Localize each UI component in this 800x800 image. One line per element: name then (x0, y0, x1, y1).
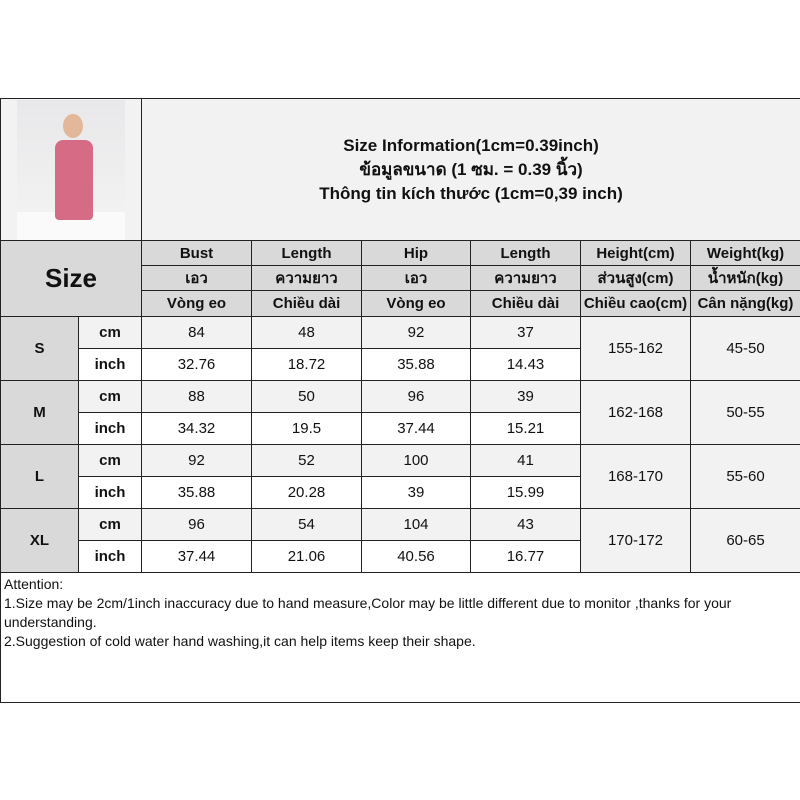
col-header: Hip (361, 240, 471, 266)
unit-label: inch (78, 540, 142, 573)
col-header: Cân nặng(kg) (689, 290, 800, 317)
col-header: ความยาว (470, 265, 581, 291)
size-header: Size (0, 240, 142, 317)
title-vi: Thông tin kích thước (1cm=0,39 inch) (319, 183, 623, 203)
attention-line: 1.Size may be 2cm/1inch inaccuracy due t… (4, 595, 732, 630)
measurement-cm: 52 (251, 444, 362, 477)
size-row-cm: XL cm 96 54 104 43 170-172 60-65 (0, 508, 800, 573)
measurement-cm: 48 (251, 316, 362, 349)
header-row-th: เอว ความยาว เอว ความยาว ส่วนสูง(cm) น้ำห… (1, 265, 800, 291)
measurement-inch: 40.56 (361, 540, 471, 573)
measurement-inch: 35.88 (141, 476, 252, 509)
col-header: Chiều cao(cm) (580, 290, 691, 317)
col-header: Bust (141, 240, 252, 266)
attention-line: 2.Suggestion of cold water hand washing,… (4, 633, 476, 649)
unit-label: inch (78, 476, 142, 509)
title-en: Size Information(1cm=0.39inch) (343, 135, 599, 155)
measurement-cm: 37 (470, 316, 581, 349)
col-header: Height(cm) (580, 240, 691, 266)
height-range: 168-170 (580, 444, 691, 509)
col-header: ส่วนสูง(cm) (580, 265, 691, 291)
col-header: Vòng eo (361, 290, 471, 317)
measurement-inch: 19.5 (251, 412, 362, 445)
unit-label: cm (78, 316, 142, 349)
measurement-cm: 104 (361, 508, 471, 541)
height-range: 155-162 (580, 316, 691, 381)
header-row-en: Size Bust Length Hip Length Height(cm) W… (0, 240, 800, 317)
col-header: น้ำหนัก(kg) (689, 265, 800, 291)
measurement-inch: 14.43 (470, 348, 581, 381)
col-header: Chiều dài (470, 290, 581, 317)
measurement-inch: 18.72 (251, 348, 362, 381)
measurement-inch: 37.44 (361, 412, 471, 445)
size-row-inch: inch 37.44 21.06 40.56 16.77 (1, 540, 800, 573)
height-range: 162-168 (580, 380, 691, 445)
weight-range: 55-60 (689, 444, 800, 509)
weight-range: 60-65 (689, 508, 800, 573)
size-row-inch: inch 32.76 18.72 35.88 14.43 (1, 348, 800, 381)
col-header: เอว (361, 265, 471, 291)
height-range: 170-172 (580, 508, 691, 573)
header-row-vi: Vòng eo Chiều dài Vòng eo Chiều dài Chiề… (1, 290, 800, 317)
col-header: Length (470, 240, 581, 266)
unit-label: inch (78, 412, 142, 445)
size-chart-table: Size Information(1cm=0.39inch) ข้อมูลขนา… (0, 98, 800, 703)
col-header: Length (251, 240, 362, 266)
col-header: Vòng eo (141, 290, 252, 317)
attention-note: Attention: 1.Size may be 2cm/1inch inacc… (0, 572, 800, 703)
measurement-inch: 34.32 (141, 412, 252, 445)
attention-heading: Attention: (4, 576, 64, 592)
measurement-cm: 96 (361, 380, 471, 413)
measurement-cm: 43 (470, 508, 581, 541)
weight-range: 50-55 (689, 380, 800, 445)
size-row-inch: inch 35.88 20.28 39 15.99 (1, 476, 800, 509)
weight-range: 45-50 (689, 316, 800, 381)
measurement-cm: 92 (361, 316, 471, 349)
unit-label: cm (78, 444, 142, 477)
size-label: M (0, 380, 79, 445)
measurement-inch: 16.77 (470, 540, 581, 573)
size-label: XL (0, 508, 79, 573)
unit-label: inch (78, 348, 142, 381)
measurement-cm: 41 (470, 444, 581, 477)
measurement-cm: 92 (141, 444, 252, 477)
measurement-inch: 39 (361, 476, 471, 509)
measurement-cm: 54 (251, 508, 362, 541)
col-header: Weight(kg) (689, 240, 800, 266)
measurement-inch: 37.44 (141, 540, 252, 573)
measurement-cm: 84 (141, 316, 252, 349)
measurement-cm: 50 (251, 380, 362, 413)
col-header: เอว (141, 265, 252, 291)
product-photo-cell (0, 98, 142, 241)
measurement-cm: 96 (141, 508, 252, 541)
measurement-cm: 100 (361, 444, 471, 477)
size-label: L (0, 444, 79, 509)
measurement-inch: 21.06 (251, 540, 362, 573)
size-info-title: Size Information(1cm=0.39inch) ข้อมูลขนา… (140, 98, 800, 241)
measurement-inch: 15.99 (470, 476, 581, 509)
measurement-cm: 88 (141, 380, 252, 413)
size-label: S (0, 316, 79, 381)
col-header: Chiều dài (251, 290, 362, 317)
measurement-inch: 35.88 (361, 348, 471, 381)
title-th: ข้อมูลขนาด (1 ซม. = 0.39 นิ้ว) (359, 159, 583, 179)
unit-label: cm (78, 508, 142, 541)
measurement-inch: 32.76 (141, 348, 252, 381)
product-photo (17, 99, 125, 240)
col-header: ความยาว (251, 265, 362, 291)
unit-label: cm (78, 380, 142, 413)
measurement-inch: 20.28 (251, 476, 362, 509)
measurement-inch: 15.21 (470, 412, 581, 445)
size-row-inch: inch 34.32 19.5 37.44 15.21 (1, 412, 800, 445)
measurement-cm: 39 (470, 380, 581, 413)
